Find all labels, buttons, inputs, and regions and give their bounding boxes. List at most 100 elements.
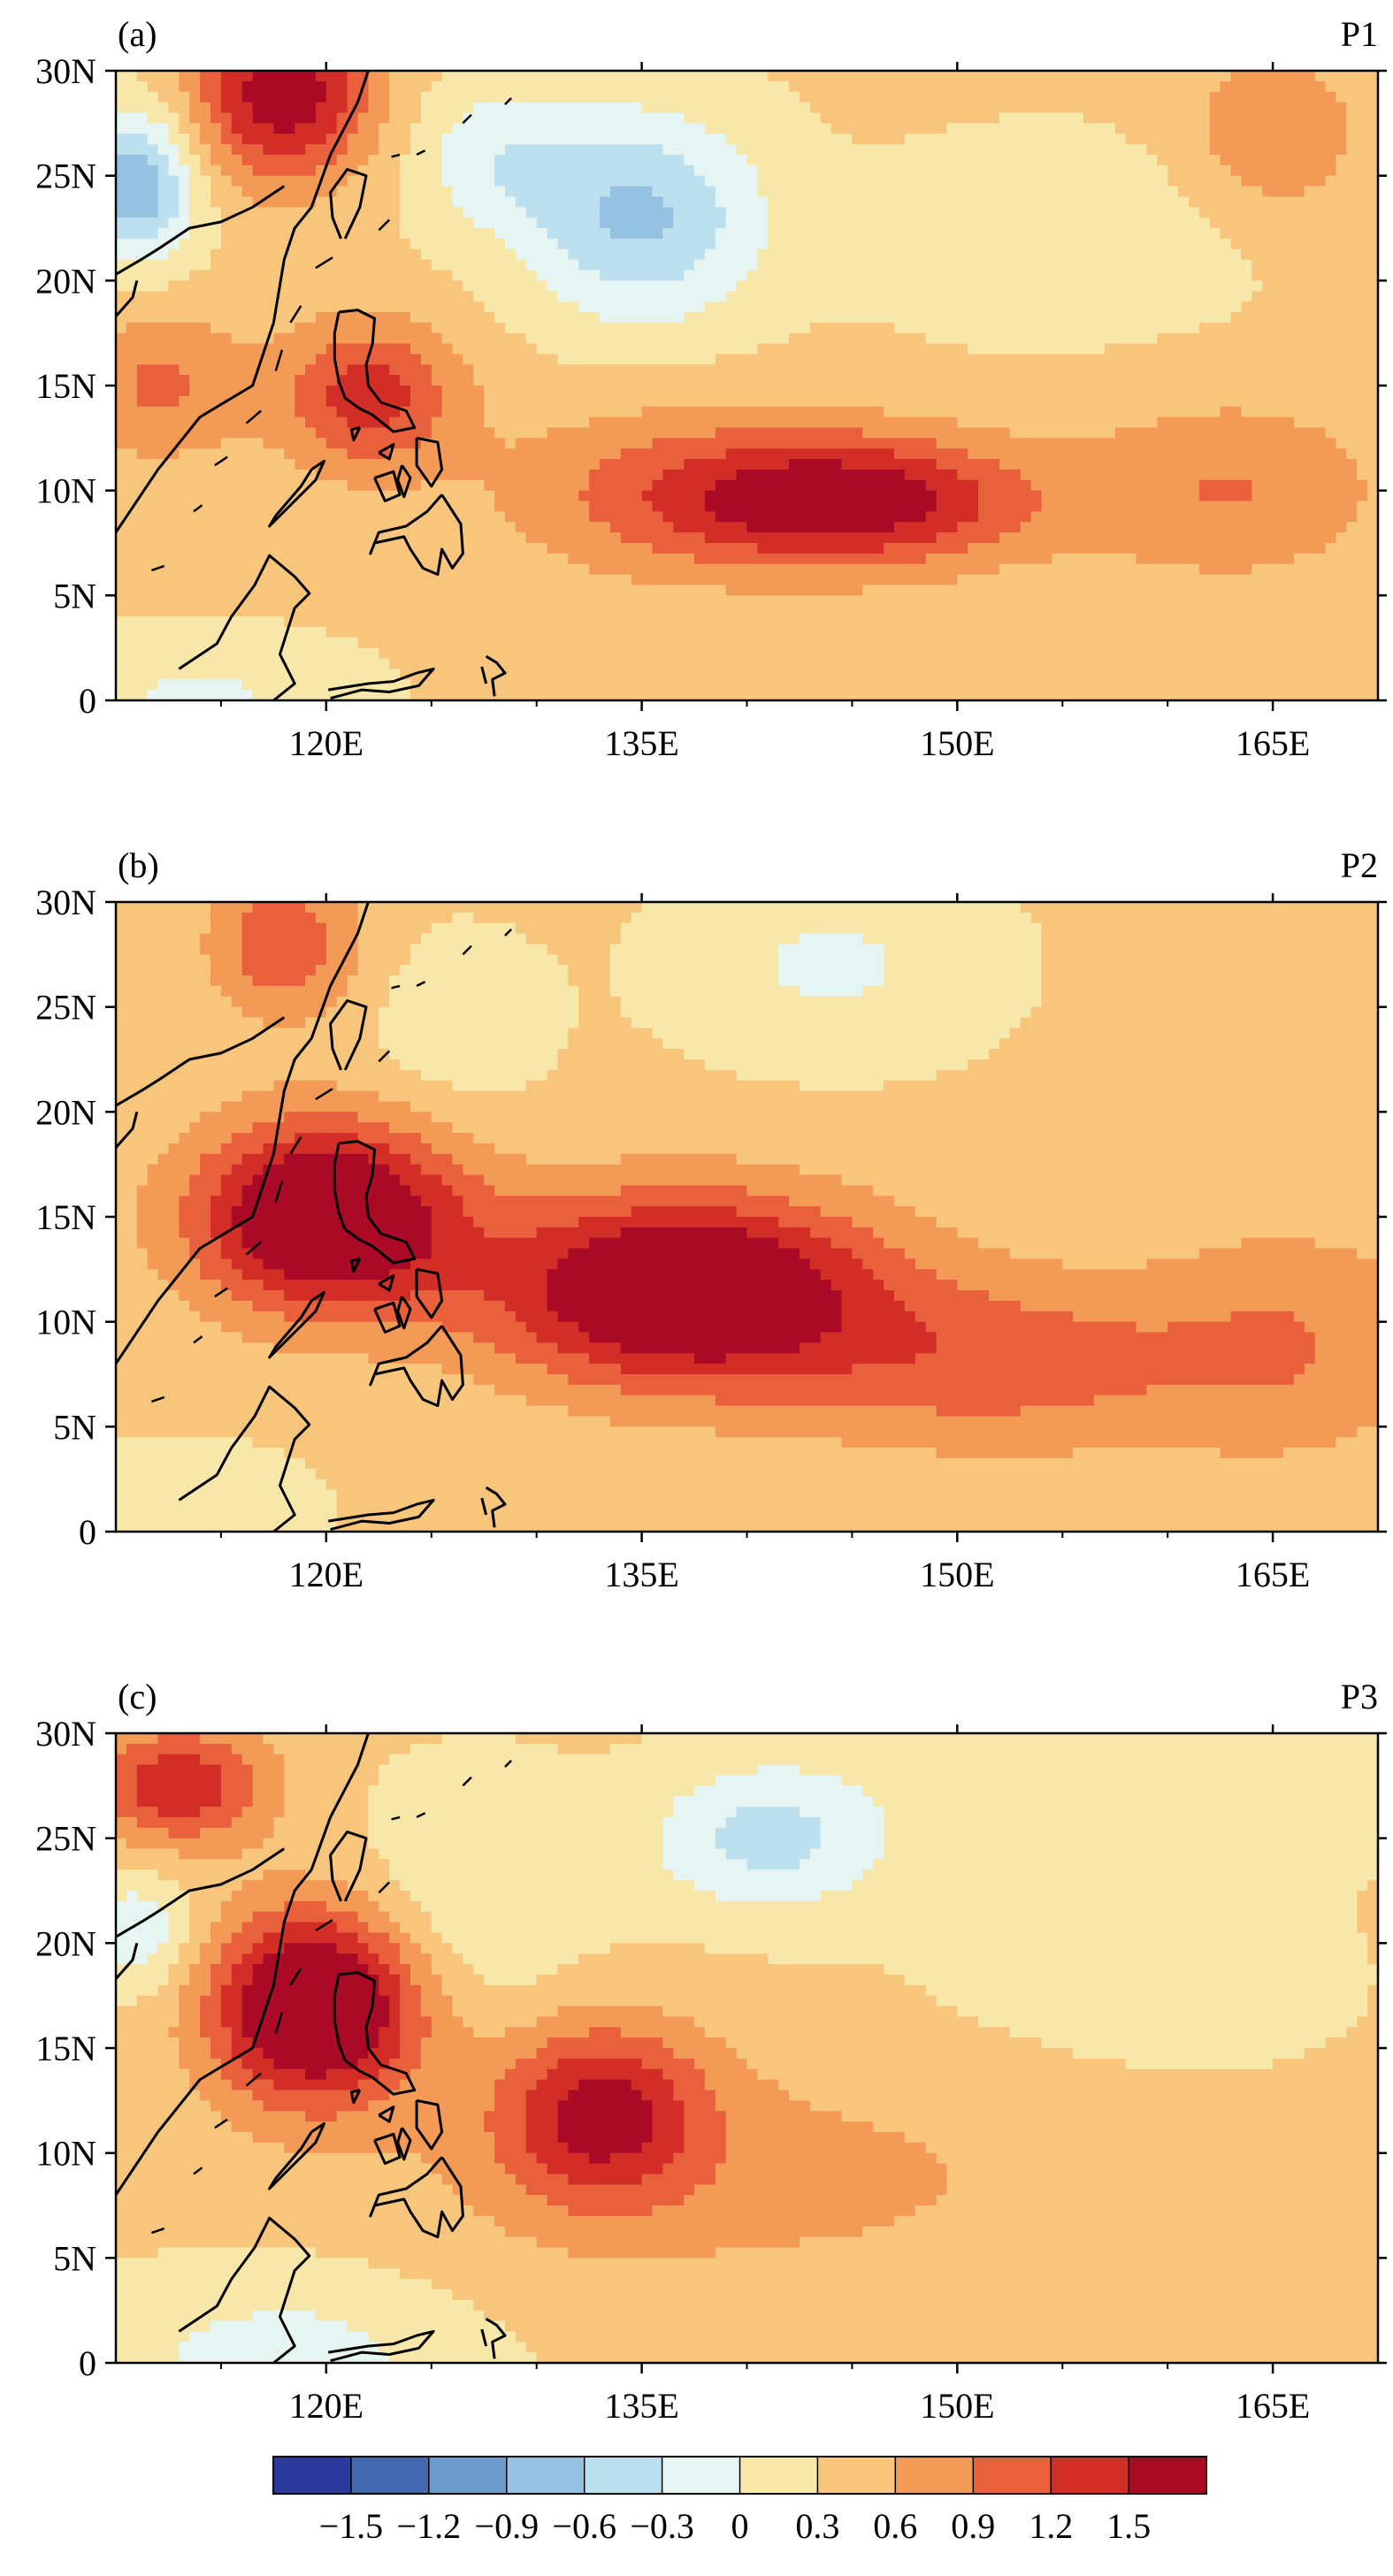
contour-cell <box>116 395 138 408</box>
contour-cell <box>284 1448 938 1459</box>
contour-cell <box>179 1848 243 1861</box>
contour-cell <box>547 2195 685 2206</box>
contour-cell <box>525 532 622 544</box>
contour-cell <box>116 154 149 166</box>
contour-cell <box>662 1859 748 1871</box>
contour-cell <box>800 1859 874 1871</box>
contour-cell <box>220 1174 254 1187</box>
contour-cell <box>116 1006 243 1019</box>
contour-cell <box>684 459 790 470</box>
contour-cell <box>431 417 486 429</box>
contour-cell <box>609 186 654 198</box>
contour-cell <box>736 1153 1378 1166</box>
contour-cell <box>704 501 938 513</box>
contour-cell <box>631 574 959 586</box>
contour-cell <box>325 343 411 355</box>
contour-cell <box>179 80 201 93</box>
contour-cell <box>189 1174 222 1187</box>
contour-cell <box>116 1859 390 1871</box>
contour-cell <box>241 1006 327 1019</box>
contour-cell <box>273 1816 370 1829</box>
contour-cell <box>336 1521 1378 1532</box>
contour-cell <box>431 1237 590 1250</box>
y-tick-label: 20N <box>35 1923 96 1963</box>
contour-cell <box>116 2131 254 2144</box>
contour-cell <box>1041 490 1200 502</box>
contour-cell <box>536 218 601 229</box>
contour-cell <box>600 218 674 229</box>
contour-cell <box>578 1321 843 1334</box>
contour-cell <box>431 2027 475 2038</box>
period-label: P1 <box>1341 14 1378 54</box>
contour-cell <box>200 123 222 134</box>
contour-cell <box>494 2152 538 2165</box>
contour-cell <box>494 311 601 324</box>
contour-cell <box>704 248 759 261</box>
contour-cell <box>841 1321 927 1334</box>
contour-cell <box>715 2174 948 2186</box>
contour-cell <box>147 1164 201 1176</box>
contour-cell <box>315 1468 1378 1480</box>
contour-cell <box>200 71 222 82</box>
contour-cell <box>768 207 1200 218</box>
contour-cell <box>936 2152 1378 2165</box>
contour-cell <box>463 1196 790 1207</box>
contour-cell <box>715 1775 843 1787</box>
contour-cell <box>210 1196 243 1207</box>
contour-cell <box>116 144 159 156</box>
contour-cell <box>379 1900 422 1913</box>
contour-cell <box>547 427 716 440</box>
contour-cell <box>820 1816 884 1829</box>
contour-cell <box>620 933 800 945</box>
contour-cell <box>179 1206 211 1218</box>
contour-cell <box>368 1838 664 1850</box>
contour-cell <box>116 1995 138 2007</box>
contour-cell <box>157 144 180 156</box>
contour-cell <box>789 459 843 470</box>
contour-cell <box>116 1395 527 1407</box>
contour-cell <box>473 1374 570 1386</box>
contour-cell <box>305 2068 327 2081</box>
contour-cell <box>431 375 475 386</box>
contour-cell <box>1336 154 1378 166</box>
contour-cell <box>357 922 432 935</box>
contour-cell <box>494 2100 527 2112</box>
colorbar-swatch <box>817 2457 896 2494</box>
x-tick-label: 135E <box>604 1555 678 1594</box>
contour-cell <box>116 2279 432 2290</box>
contour-cell <box>757 164 1168 177</box>
contour-cell <box>725 2131 906 2144</box>
contour-cell <box>116 2195 464 2206</box>
contour-cell <box>662 228 716 240</box>
contour-cell <box>873 1269 938 1280</box>
contour-cell <box>116 616 286 628</box>
contour-cell <box>220 2068 254 2081</box>
contour-cell <box>379 1984 401 1997</box>
coastline-segment <box>116 1847 286 1938</box>
contour-cell <box>841 2111 1378 2122</box>
contour-cell <box>220 1775 254 1787</box>
contour-cell <box>200 1112 285 1123</box>
boundary-dash <box>289 305 302 324</box>
contour-cell <box>547 228 611 240</box>
contour-cell <box>136 1206 180 1218</box>
coastline-segment <box>333 1971 417 2096</box>
contour-cell <box>557 2131 654 2144</box>
contour-cell <box>231 1964 254 1976</box>
contour-cell <box>116 438 222 449</box>
contour-cell <box>325 395 411 408</box>
contour-cell <box>715 427 864 440</box>
contour-cell <box>431 2016 464 2029</box>
boundary-dash <box>193 2167 203 2175</box>
contour-cell <box>484 1290 548 1302</box>
contour-cell <box>694 164 759 177</box>
contour-cell <box>116 637 359 649</box>
contour-cell <box>252 2068 306 2081</box>
contour-cell <box>357 112 390 125</box>
contour-cell <box>946 2184 1378 2196</box>
contour-cell <box>789 80 1221 93</box>
contour-cell <box>252 196 317 209</box>
contour-cell <box>210 1932 233 1945</box>
boundary-dash <box>193 504 203 513</box>
coastline-segment <box>373 470 402 502</box>
